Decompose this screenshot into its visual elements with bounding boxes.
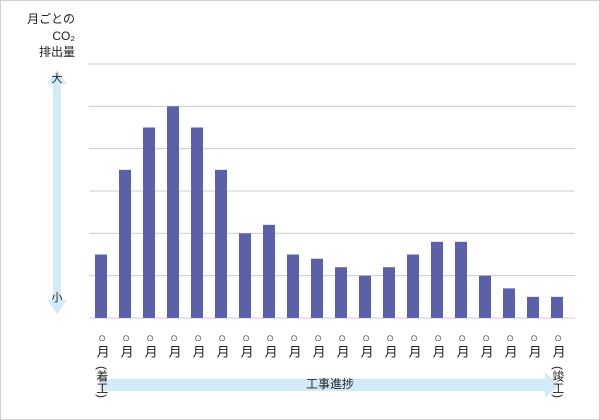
y-label-line: CO₂ [52,29,75,43]
bar [455,241,467,318]
x-tick-label: ○月 [407,330,422,359]
bar [503,288,515,318]
x-tick-label: ○月 [167,330,182,359]
bar [143,127,155,318]
x-tick-label: ○月 [335,330,350,359]
x-tick-label: ○月 [527,330,542,359]
x-tick-label: ○月 [215,330,230,359]
x-arrow [100,372,560,398]
bar [359,275,371,318]
bar [551,296,563,318]
bar [191,127,203,318]
bar [263,224,275,318]
x-label: 工事進捗 [306,377,354,391]
start-note: (着工) [95,366,109,398]
x-tick-label: ○月 [119,330,134,359]
bar [239,233,251,318]
x-tick-label: ○月 [431,330,446,359]
x-tick-label: ○月 [191,330,206,359]
bar [527,296,539,318]
x-tick-label: ○月 [359,330,374,359]
bar [311,258,323,318]
x-tick-label: ○月 [383,330,398,359]
y-label-line: 月ごとの [27,11,75,26]
y-arrow [47,70,67,314]
bar [215,169,227,318]
x-tick-label: ○月 [479,330,494,359]
x-tick-label: ○月 [143,330,158,359]
x-tick-label: ○月 [287,330,302,359]
bar [407,254,419,318]
y-arrow-bottom: 小 [52,291,63,304]
bar [335,267,347,318]
x-tick-label: ○月 [503,330,518,359]
x-tick-label: ○月 [311,330,326,359]
bar [95,254,107,318]
x-tick-label: ○月 [239,330,254,359]
x-tick-label: ○月 [551,330,566,359]
y-label-line: 排出量 [39,45,75,59]
bar [167,106,179,318]
x-tick-label: ○月 [263,330,278,359]
bar [479,275,491,318]
x-tick-label: ○月 [455,330,470,359]
bar [287,254,299,318]
end-note: (竣工) [551,366,565,398]
bar [119,169,131,318]
y-arrow-top: 大 [52,71,63,85]
bar [383,267,395,318]
bar [431,241,443,318]
x-tick-label: ○月 [95,330,110,359]
